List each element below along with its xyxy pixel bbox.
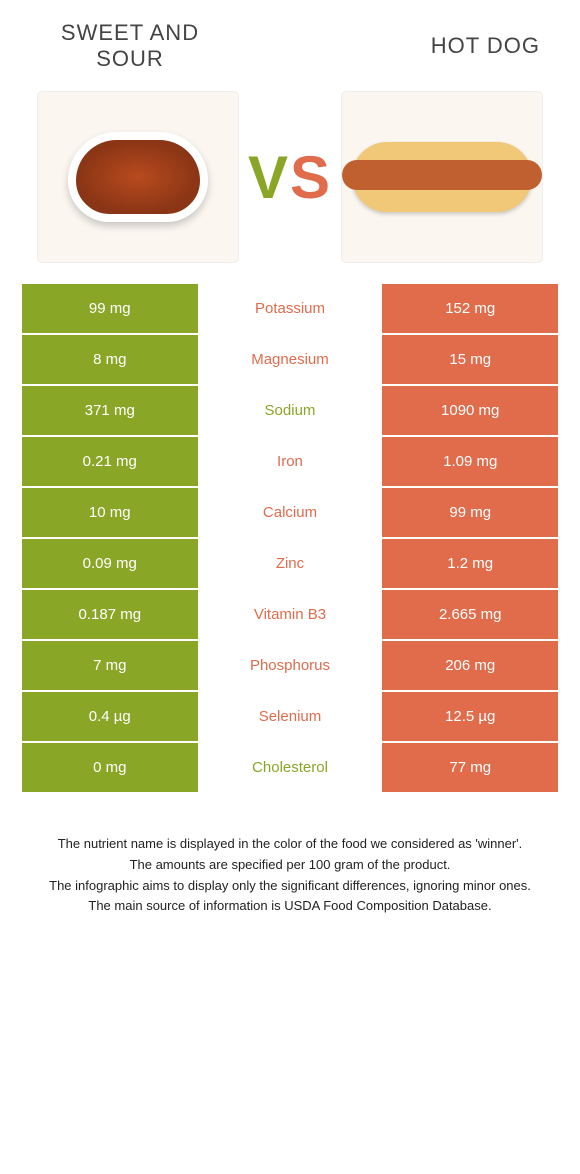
nutrient-comparison-table: 99 mgPotassium152 mg8 mgMagnesium15 mg37… <box>20 282 560 794</box>
table-row: 0 mgCholesterol77 mg <box>22 743 558 792</box>
nutrient-label-cell: Zinc <box>200 539 381 588</box>
nutrient-label-cell: Cholesterol <box>200 743 381 792</box>
left-food-title: Sweet and Sour <box>40 20 220 72</box>
right-value-cell: 12.5 µg <box>382 692 558 741</box>
left-value-cell: 10 mg <box>22 488 198 537</box>
nutrient-label-cell: Selenium <box>200 692 381 741</box>
left-value-cell: 8 mg <box>22 335 198 384</box>
right-value-cell: 1.2 mg <box>382 539 558 588</box>
left-value-cell: 0.4 µg <box>22 692 198 741</box>
table-row: 0.187 mgVitamin B32.665 mg <box>22 590 558 639</box>
table-row: 0.4 µgSelenium12.5 µg <box>22 692 558 741</box>
footnotes-block: The nutrient name is displayed in the co… <box>0 794 580 937</box>
header-row: Sweet and Sour Hot dog <box>0 0 580 82</box>
vs-v-letter: V <box>248 144 290 211</box>
right-value-cell: 206 mg <box>382 641 558 690</box>
right-food-title: Hot dog <box>360 33 540 59</box>
table-row: 7 mgPhosphorus206 mg <box>22 641 558 690</box>
left-value-cell: 0.09 mg <box>22 539 198 588</box>
footnote-line: The infographic aims to display only the… <box>30 876 550 897</box>
right-value-cell: 99 mg <box>382 488 558 537</box>
left-value-cell: 0 mg <box>22 743 198 792</box>
vs-s-letter: S <box>290 144 332 211</box>
nutrient-label-cell: Iron <box>200 437 381 486</box>
table-row: 371 mgSodium1090 mg <box>22 386 558 435</box>
right-value-cell: 2.665 mg <box>382 590 558 639</box>
nutrient-label-cell: Potassium <box>200 284 381 333</box>
images-row: VS <box>0 82 580 282</box>
right-value-cell: 15 mg <box>382 335 558 384</box>
footnote-line: The main source of information is USDA F… <box>30 896 550 917</box>
nutrient-label-cell: Magnesium <box>200 335 381 384</box>
nutrient-label-cell: Calcium <box>200 488 381 537</box>
table-row: 0.21 mgIron1.09 mg <box>22 437 558 486</box>
left-value-cell: 99 mg <box>22 284 198 333</box>
table-row: 10 mgCalcium99 mg <box>22 488 558 537</box>
left-value-cell: 371 mg <box>22 386 198 435</box>
footnote-line: The nutrient name is displayed in the co… <box>30 834 550 855</box>
right-value-cell: 1090 mg <box>382 386 558 435</box>
right-value-cell: 1.09 mg <box>382 437 558 486</box>
vs-label: VS <box>248 143 332 212</box>
table-row: 99 mgPotassium152 mg <box>22 284 558 333</box>
table-row: 0.09 mgZinc1.2 mg <box>22 539 558 588</box>
table-row: 8 mgMagnesium15 mg <box>22 335 558 384</box>
sauce-bowl-icon <box>68 132 208 222</box>
left-food-image <box>38 92 238 262</box>
right-food-image <box>342 92 542 262</box>
left-value-cell: 7 mg <box>22 641 198 690</box>
nutrient-label-cell: Phosphorus <box>200 641 381 690</box>
left-value-cell: 0.187 mg <box>22 590 198 639</box>
nutrient-label-cell: Sodium <box>200 386 381 435</box>
right-value-cell: 77 mg <box>382 743 558 792</box>
footnote-line: The amounts are specified per 100 gram o… <box>30 855 550 876</box>
right-value-cell: 152 mg <box>382 284 558 333</box>
left-value-cell: 0.21 mg <box>22 437 198 486</box>
hotdog-icon <box>352 142 532 212</box>
nutrient-label-cell: Vitamin B3 <box>200 590 381 639</box>
